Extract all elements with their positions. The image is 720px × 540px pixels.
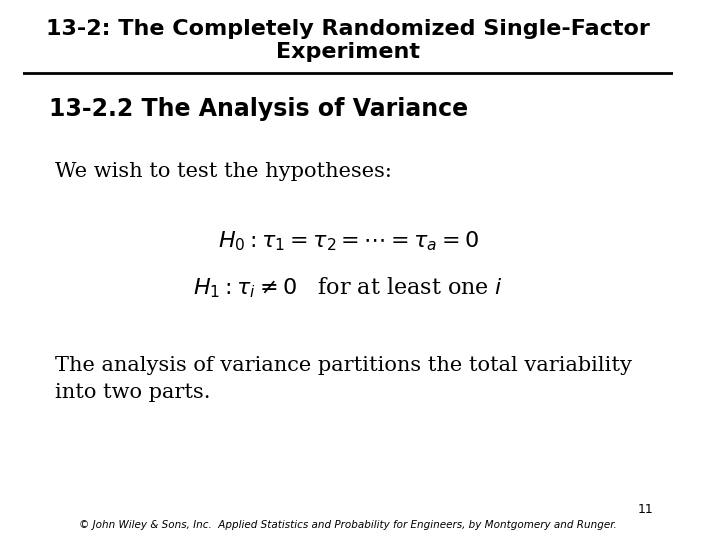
Text: We wish to test the hypotheses:: We wish to test the hypotheses:: [55, 162, 392, 181]
Text: $H_0: \tau_1 = \tau_2 = \cdots = \tau_a = 0$: $H_0: \tau_1 = \tau_2 = \cdots = \tau_a …: [217, 230, 479, 253]
Text: 13-2: The Completely Randomized Single-Factor
Experiment: 13-2: The Completely Randomized Single-F…: [46, 19, 650, 62]
Text: The analysis of variance partitions the total variability
into two parts.: The analysis of variance partitions the …: [55, 356, 632, 402]
Text: 11: 11: [638, 503, 654, 516]
Text: 13-2.2 The Analysis of Variance: 13-2.2 The Analysis of Variance: [49, 97, 468, 121]
Text: $H_1: \tau_i \neq 0$   for at least one $i$: $H_1: \tau_i \neq 0$ for at least one $i…: [193, 275, 503, 300]
Text: © John Wiley & Sons, Inc.  Applied Statistics and Probability for Engineers, by : © John Wiley & Sons, Inc. Applied Statis…: [79, 520, 617, 530]
